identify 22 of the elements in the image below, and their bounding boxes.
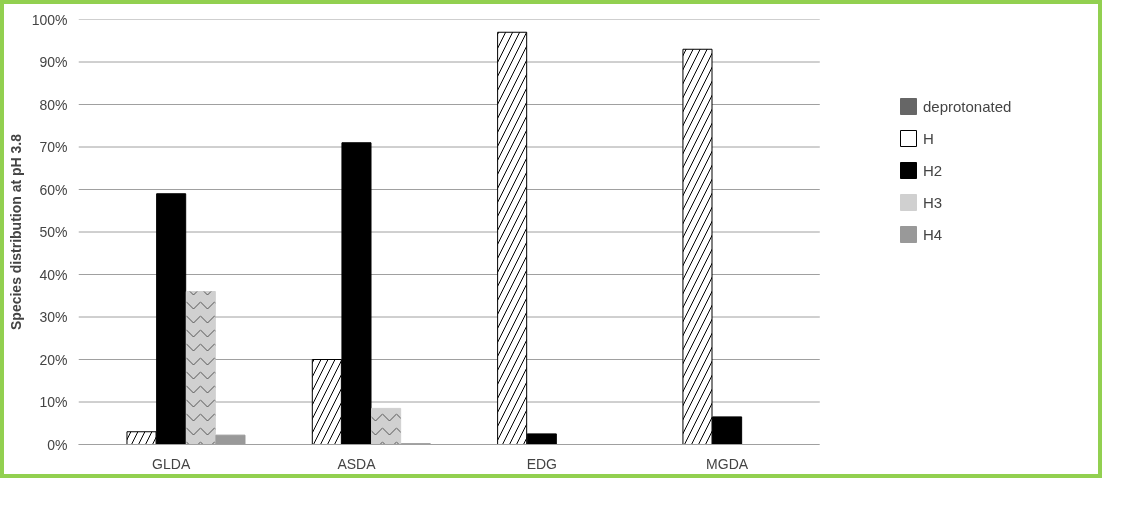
x-tick-label: GLDA bbox=[152, 455, 191, 472]
y-tick-label: 90% bbox=[39, 54, 68, 70]
legend-label: H4 bbox=[923, 225, 943, 243]
y-axis-title: Species distribution at pH 3.8 bbox=[7, 133, 24, 331]
y-tick-label: 30% bbox=[39, 309, 68, 325]
x-tick-label: EDG bbox=[526, 455, 557, 472]
y-tick-label: 60% bbox=[39, 181, 68, 198]
y-tick-label: 70% bbox=[39, 139, 68, 155]
y-tick-label: 10% bbox=[39, 394, 68, 410]
bar bbox=[526, 433, 557, 445]
x-tick-label: MGDA bbox=[706, 455, 749, 472]
y-tick-label: 20% bbox=[39, 351, 68, 368]
y-tick-label: 0% bbox=[47, 436, 68, 453]
x-tick-label: ASDA bbox=[337, 455, 377, 472]
y-tick-label: 100% bbox=[31, 11, 68, 28]
y-tick-label: 40% bbox=[39, 266, 68, 283]
y-tick-label: 50% bbox=[39, 224, 68, 240]
legend-label: deprotonated bbox=[923, 97, 1012, 115]
legend-label: H bbox=[923, 129, 935, 147]
legend-label: H3 bbox=[923, 193, 943, 211]
legend-label: H2 bbox=[923, 161, 943, 179]
y-tick-label: 80% bbox=[39, 96, 68, 113]
